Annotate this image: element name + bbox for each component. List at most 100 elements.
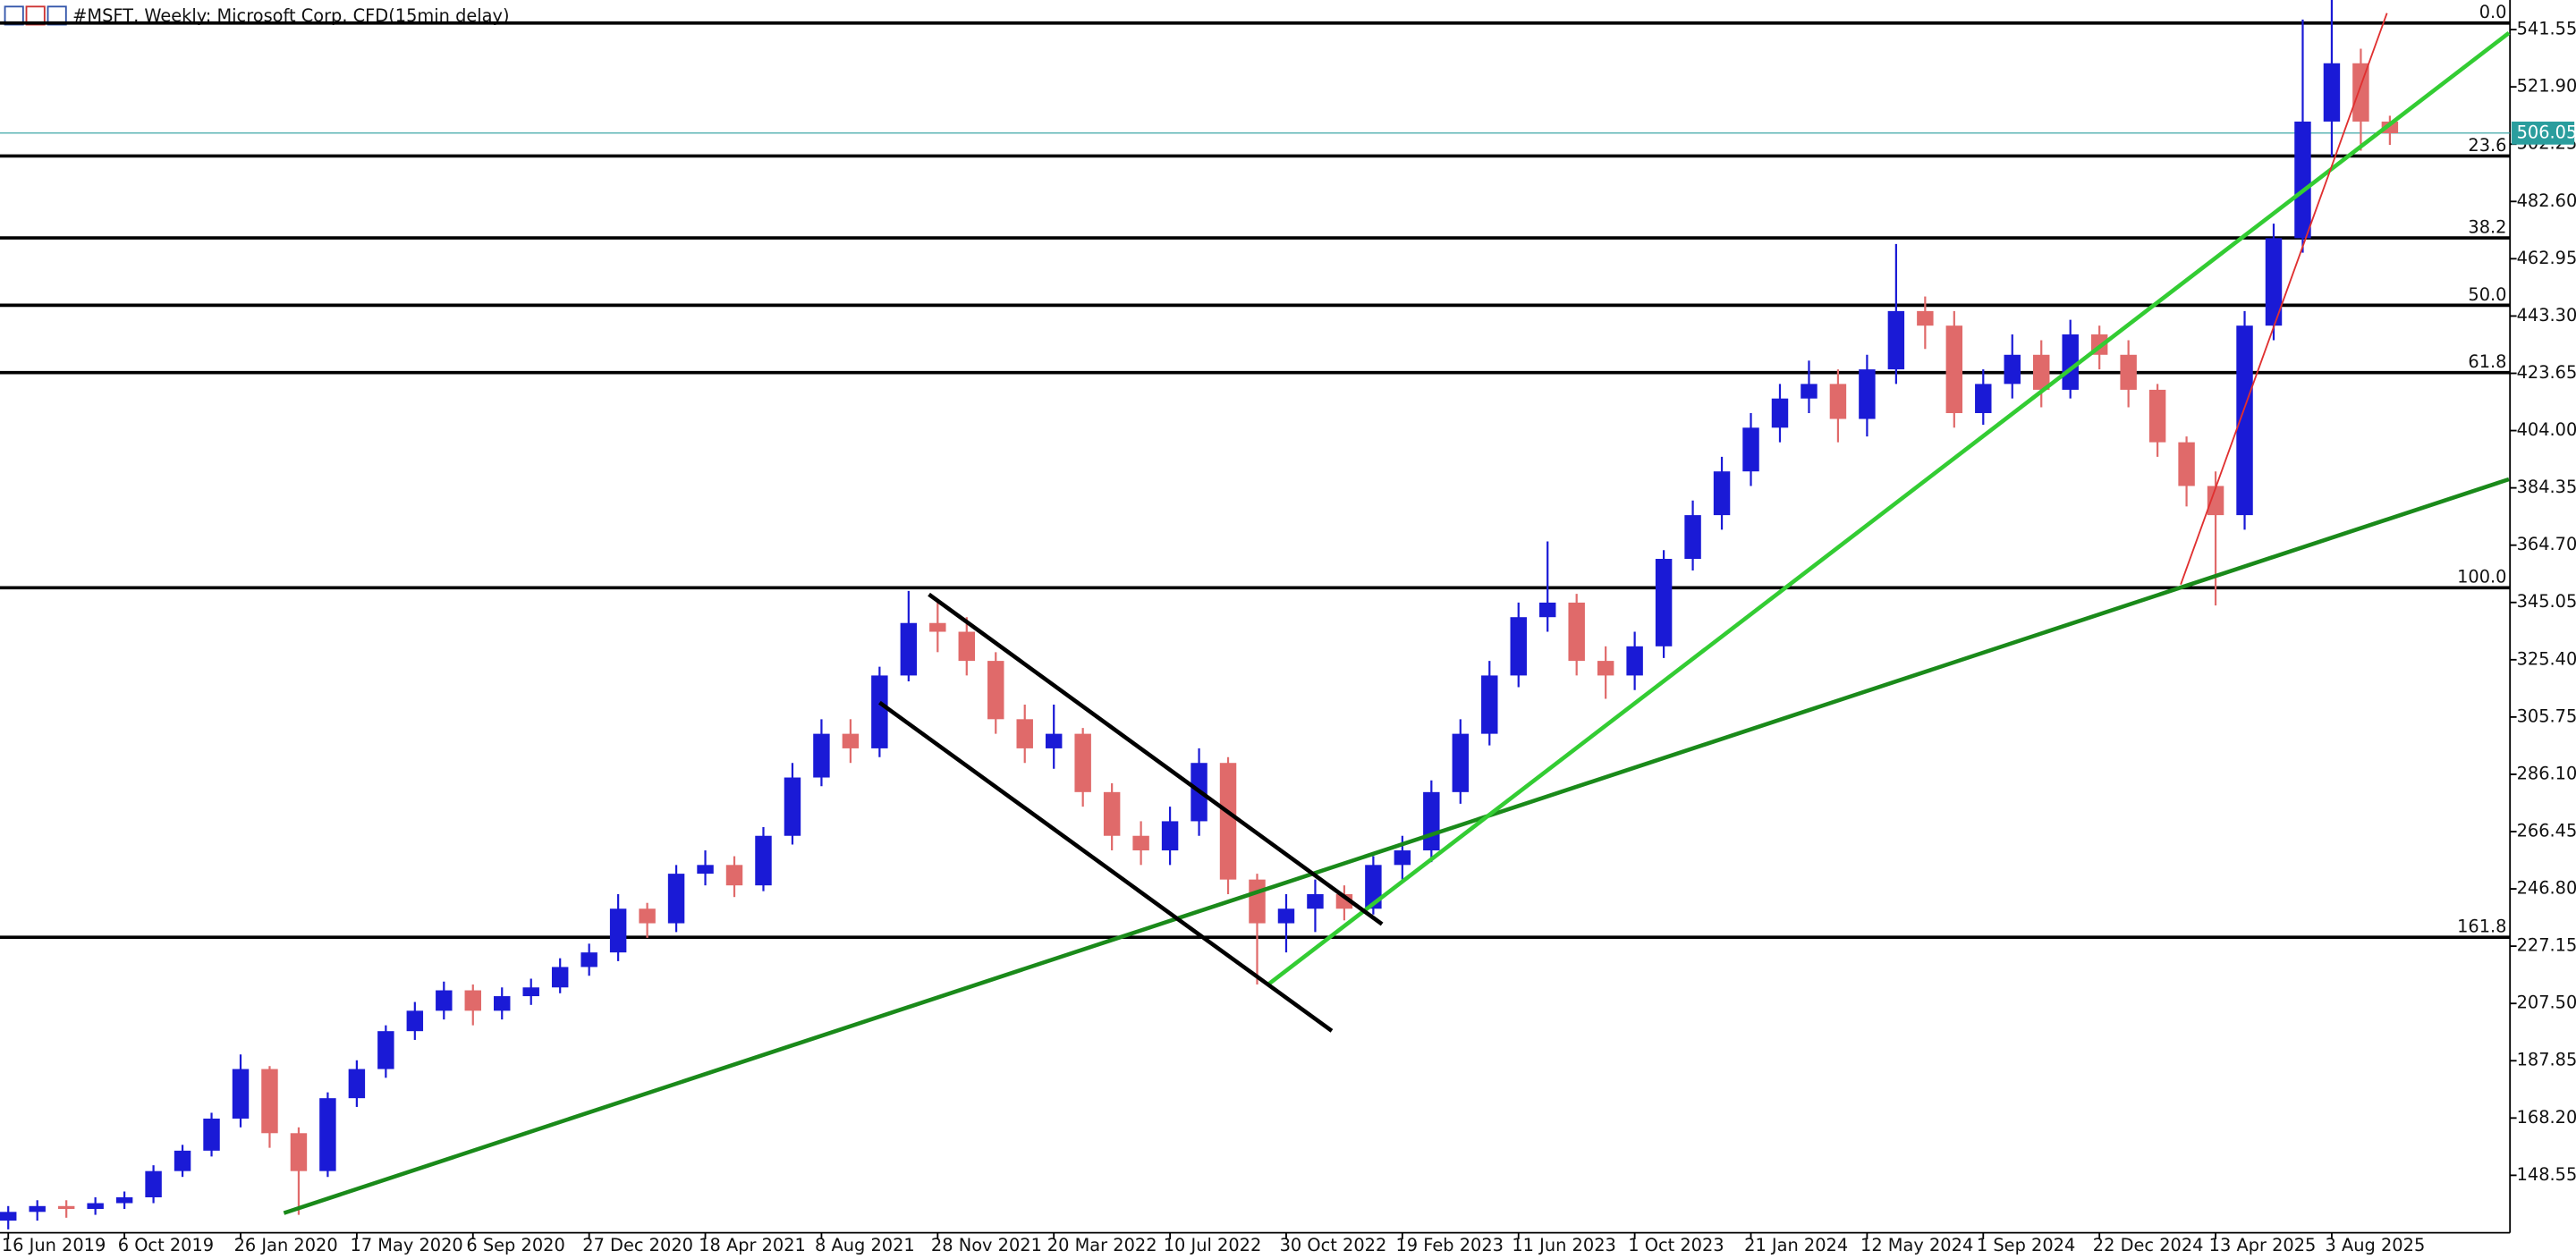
candle-body [1394,850,1411,866]
x-tick-label: 21 Jan 2024 [1744,1235,1848,1255]
y-tick-label: 246.80 [2517,878,2576,899]
candle-body [1597,661,1614,676]
y-tick-label: 364.70 [2517,534,2576,554]
y-tick-label: 482.60 [2517,190,2576,211]
candle-body [551,967,569,988]
candle-body [2323,63,2341,122]
y-tick-label: 521.90 [2517,76,2576,97]
candle-body [2178,442,2195,486]
candle-body [203,1118,220,1151]
x-tick-label: 12 May 2024 [1860,1235,1973,1255]
x-tick-label: 3 Aug 2025 [2326,1235,2426,1255]
y-tick-label: 305.75 [2517,706,2576,726]
y-tick-label: 541.55 [2517,19,2576,39]
x-tick-label: 26 Jan 2020 [234,1235,338,1255]
y-tick-label: 325.40 [2517,648,2576,669]
candle-body [377,1031,394,1069]
candle-body [290,1133,308,1171]
candle-body [1771,398,1789,428]
candle-body [145,1170,162,1198]
candle-body [2381,121,2399,133]
x-tick-label: 13 Apr 2025 [2209,1235,2317,1255]
candle-body [522,987,539,997]
candle-body [29,1205,46,1213]
candle-body [1481,675,1498,734]
candle-body [1945,325,1963,413]
candle-body [1917,310,1934,326]
trendline [928,592,1384,926]
x-tick-label: 10 Jul 2022 [1164,1235,1262,1255]
trendline [2180,13,2388,586]
y-tick-label: 384.35 [2517,477,2576,497]
y-tick-label: 423.65 [2517,362,2576,383]
candle-body [667,874,685,924]
x-tick-label: 20 Mar 2022 [1047,1235,1157,1255]
candle-body [1510,617,1527,676]
candle-body [232,1069,250,1119]
candle-body [609,908,627,953]
candle-body [725,865,743,886]
candle-body [2236,325,2253,516]
candle-body [2004,354,2021,384]
x-tick-label: 16 Jun 2019 [2,1235,106,1255]
fib-label: 61.8 [2468,351,2506,372]
candle-body [987,661,1004,720]
candle-body [1161,821,1179,851]
y-tick-label: 207.50 [2517,993,2576,1013]
fib-label: 38.2 [2468,217,2506,238]
candle-body [900,622,918,676]
x-tick-label: 1 Oct 2023 [1628,1235,1724,1255]
candle-body [436,990,453,1011]
candle-body [2265,238,2283,326]
candle-body [319,1098,336,1171]
x-tick-label: 1 Sep 2024 [1977,1235,2075,1255]
candle-body [115,1197,133,1204]
candle-body [348,1069,366,1099]
x-tick-label: 18 Apr 2021 [699,1235,806,1255]
candle-body [1538,602,1556,618]
y-tick-label: 404.00 [2517,419,2576,440]
candle-body [1249,879,1266,924]
candle-body [1307,893,1324,909]
candle-body [871,675,888,748]
trendline [283,477,2510,1215]
candle-body [1975,384,1992,413]
chart-title: #MSFT, Weekly: Microsoft Corp. CFD(15min… [72,5,509,26]
fib-label: 100.0 [2457,567,2506,587]
fib-label: 23.6 [2468,135,2506,156]
candle-body [1655,559,1673,646]
candle-body [929,622,946,632]
x-tick-label: 6 Oct 2019 [118,1235,214,1255]
y-tick-label: 286.10 [2517,763,2576,783]
candle-body [406,1010,424,1032]
candle-body [1219,763,1237,880]
candle-body [1016,719,1033,748]
candle-body [1423,791,1440,851]
candle-body [1045,733,1063,748]
x-tick-label: 17 May 2020 [351,1235,463,1255]
candle-body [1365,865,1382,909]
candle-body [2120,354,2137,390]
x-tick-label: 27 Dec 2020 [582,1235,693,1255]
x-tick-label: 22 Dec 2024 [2093,1235,2204,1255]
candle-body [2352,63,2369,122]
candle-body [755,835,772,886]
x-tick-label: 19 Feb 2023 [1395,1235,1504,1255]
candle-body [2294,121,2311,239]
current-price-tag [2512,121,2575,145]
x-tick-label: 11 Jun 2023 [1512,1235,1615,1255]
candle-body [784,777,801,836]
y-tick-label: 148.55 [2517,1164,2576,1185]
y-tick-label: 168.20 [2517,1107,2576,1128]
x-tick-label: 30 Oct 2022 [1280,1235,1387,1255]
candle-body [842,733,860,748]
candle-body [1713,471,1731,516]
candle-body [2148,389,2166,443]
candle-body [580,952,597,967]
candle-body [1132,835,1149,851]
y-tick-label: 443.30 [2517,305,2576,325]
candle-body [2207,486,2224,516]
candle-body [0,1212,17,1221]
fib-label: 50.0 [2468,284,2506,305]
